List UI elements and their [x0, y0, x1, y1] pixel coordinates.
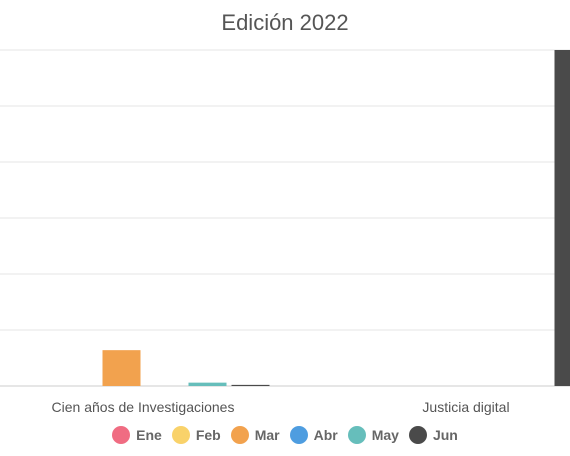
bar-may-0[interactable]: [188, 382, 227, 386]
legend-label: Abr: [313, 427, 338, 443]
bar-jun-1[interactable]: [554, 50, 570, 386]
legend-swatch: [230, 426, 249, 444]
legend-label: Ene: [136, 427, 162, 443]
legend-item-jun[interactable]: Jun: [408, 426, 458, 444]
legend-label: May: [371, 427, 399, 443]
x-axis-labels: Cien años de Investigaciones Justicia dig…: [52, 399, 510, 415]
legend-swatch: [289, 426, 308, 444]
bar-jun-0[interactable]: [231, 384, 270, 386]
legend-swatch: [408, 426, 427, 444]
legend: Ene Feb Mar Abr May Jun: [0, 426, 570, 444]
legend-item-mar[interactable]: Mar: [230, 426, 280, 444]
legend-item-abr[interactable]: Abr: [289, 426, 338, 444]
x-tick-label: Cien años de Investigaciones: [52, 399, 235, 415]
legend-label: Mar: [254, 427, 280, 443]
grid-lines: [0, 49, 570, 387]
legend-item-ene[interactable]: Ene: [112, 426, 162, 444]
legend-swatch: [112, 426, 131, 444]
bars: [102, 50, 570, 386]
chart-title: Edición 2022: [221, 10, 349, 35]
legend-label: Jun: [432, 427, 458, 443]
legend-item-may[interactable]: May: [347, 426, 399, 444]
x-tick-label: Justicia digital: [422, 399, 509, 415]
legend-swatch: [347, 426, 366, 444]
legend-swatch: [171, 426, 190, 444]
legend-label: Feb: [195, 427, 221, 443]
legend-item-feb[interactable]: Feb: [171, 426, 221, 444]
bar-mar-0[interactable]: [102, 350, 141, 386]
